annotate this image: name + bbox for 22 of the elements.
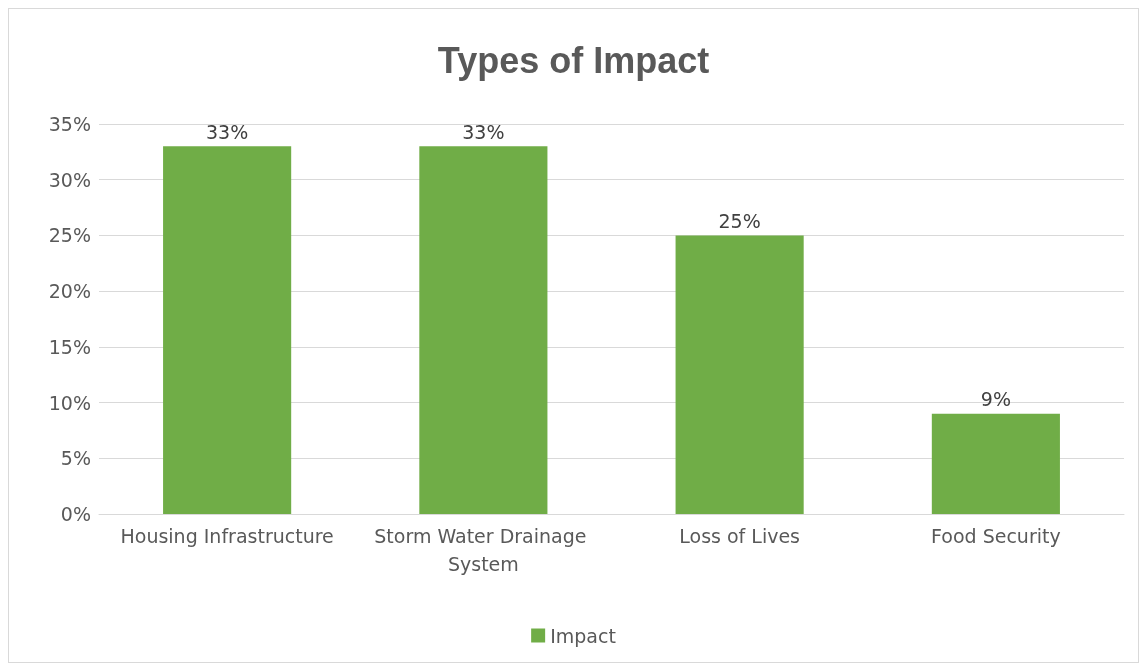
y-tick-label: 5% — [60, 447, 91, 470]
bar — [931, 413, 1060, 514]
data-label: 9% — [980, 388, 1011, 411]
x-tick-label: Storm Water Drainage System — [374, 525, 593, 575]
y-tick-label: 35% — [48, 113, 91, 135]
bar — [675, 235, 804, 514]
data-label: 33% — [462, 120, 505, 143]
y-tick-label: 20% — [48, 280, 91, 303]
x-tick-label: Loss of Lives — [679, 525, 801, 547]
data-label: 33% — [206, 120, 249, 143]
y-tick-label: 15% — [48, 335, 91, 358]
x-tick-label: Housing Infrastructure — [120, 525, 334, 547]
chart-title: Types of Impact — [437, 39, 710, 81]
y-tick-label: 0% — [60, 503, 91, 525]
bar — [419, 146, 548, 514]
legend-label: Impact — [550, 624, 616, 647]
y-tick-label: 30% — [48, 168, 91, 191]
data-label: 25% — [718, 209, 761, 232]
y-tick-label: 25% — [48, 224, 91, 247]
bar — [163, 146, 292, 514]
x-tick-label: Food Security — [931, 525, 1061, 547]
y-tick-label: 10% — [48, 391, 91, 414]
